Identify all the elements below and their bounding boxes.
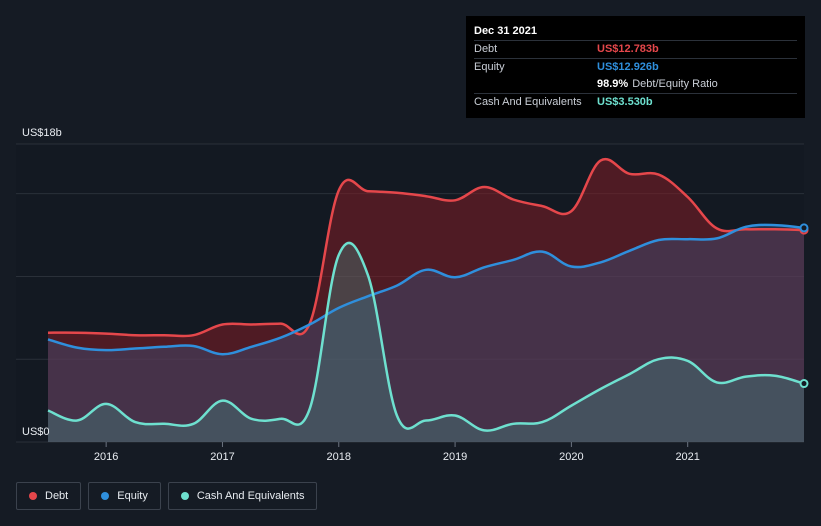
cash-end-marker xyxy=(799,379,809,389)
tooltip-ratio-label: Debt/Equity Ratio xyxy=(632,78,718,90)
debt-line xyxy=(47,157,805,338)
cash-line xyxy=(47,241,805,432)
tooltip-debt-value: US$12.783b xyxy=(597,43,659,55)
tooltip-cash-label: Cash And Equivalents xyxy=(474,96,582,108)
tooltip-debt-label: Debt xyxy=(474,43,498,55)
area-layer xyxy=(48,159,804,442)
legend-label-debt: Debt xyxy=(45,490,69,502)
data-tooltip: Dec 31 2021 Debt US$12.783b Equity US$12… xyxy=(466,16,805,118)
equity-area xyxy=(48,224,804,442)
equity-dot-icon xyxy=(101,492,110,500)
x-axis-ticks: 2016 2017 2018 2019 2020 2021 xyxy=(94,442,700,463)
tooltip-cash-row: Cash And Equivalents US$3.530b xyxy=(474,93,797,111)
line-layer xyxy=(47,157,805,432)
legend-item-debt[interactable]: Debt xyxy=(16,482,82,510)
tooltip-ratio-spacer xyxy=(474,76,597,93)
x-tick-label: 2019 xyxy=(443,451,467,463)
tooltip-date: Dec 31 2021 xyxy=(474,25,537,37)
legend-item-cash[interactable]: Cash And Equivalents xyxy=(167,482,318,510)
x-tick-label: 2016 xyxy=(94,451,118,463)
x-tick-label: 2017 xyxy=(210,451,234,463)
y-axis-zero-label: US$0 xyxy=(22,426,50,438)
equity-end-marker xyxy=(799,223,809,233)
equity-line xyxy=(47,223,805,356)
debt-area xyxy=(48,159,804,442)
tooltip-equity-row: Equity US$12.926b xyxy=(474,58,797,76)
x-tick-label: 2020 xyxy=(559,451,583,463)
chart-legend: Debt Equity Cash And Equivalents xyxy=(16,482,318,510)
tooltip-cash-value: US$3.530b xyxy=(597,96,653,108)
legend-label-cash: Cash And Equivalents xyxy=(196,490,305,502)
cash-area xyxy=(48,242,804,442)
marker-layer xyxy=(799,223,809,389)
tooltip-debt-row: Debt US$12.783b xyxy=(474,40,797,58)
legend-label-equity: Equity xyxy=(117,490,148,502)
tooltip-equity-value: US$12.926b xyxy=(597,61,659,73)
x-tick-label: 2018 xyxy=(327,451,351,463)
x-tick-label: 2021 xyxy=(675,451,699,463)
y-axis-max-label: US$18b xyxy=(22,127,62,139)
cash-dot-icon xyxy=(180,492,189,500)
tooltip-equity-label: Equity xyxy=(474,61,505,73)
legend-item-equity[interactable]: Equity xyxy=(88,482,161,510)
tooltip-ratio-row: 98.9% Debt/Equity Ratio xyxy=(474,76,797,93)
debt-dot-icon xyxy=(29,492,37,500)
tooltip-ratio-value: 98.9% xyxy=(597,78,629,90)
